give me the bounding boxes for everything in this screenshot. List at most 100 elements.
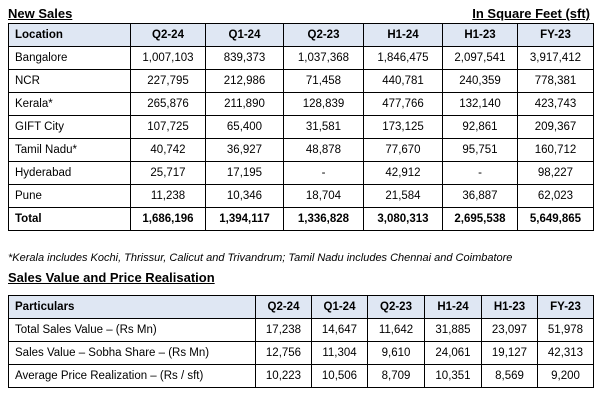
row-label: GIFT City (8, 115, 131, 139)
table-cell: 3,917,412 (517, 46, 594, 70)
table-cell: 173,125 (363, 115, 443, 139)
table-cell: 265,876 (130, 92, 206, 116)
table-cell: 10,506 (311, 364, 368, 388)
table-cell: 211,890 (205, 92, 284, 116)
table-row: Sales Value – Sobha Share – (Rs Mn) 12,75… (8, 341, 594, 365)
table-cell: 17,195 (205, 161, 284, 185)
row-label: Average Price Realization – (Rs / sft) (8, 364, 256, 388)
row-label: Total Sales Value – (Rs Mn) (8, 318, 256, 342)
table-row: Hyderabad 25,717 17,195-42,912-98,227 (8, 161, 594, 185)
table-cell: 92,861 (442, 115, 518, 139)
table-header-row: Particulars Q2-24 Q1-24 Q2-23 H1-24 H1-2… (8, 295, 594, 319)
col-header: Particulars (8, 295, 256, 319)
table-row: Total Sales Value – (Rs Mn) 17,238 14,647 1… (8, 318, 594, 342)
table-cell: 132,140 (442, 92, 518, 116)
table-cell: 12,756 (255, 341, 312, 365)
table-cell: 31,885 (424, 318, 482, 342)
table-cell: 10,346 (205, 184, 284, 208)
table-cell: 17,238 (255, 318, 312, 342)
table-cell: 227,795 (130, 69, 206, 93)
table-cell: 31,581 (283, 115, 364, 139)
table-cell: 98,227 (517, 161, 594, 185)
table-cell: 209,367 (517, 115, 594, 139)
table-header-row: Location Q2-24 Q1-24 Q2-23 H1-24 H1-23 F… (8, 23, 594, 47)
table-cell: 9,610 (367, 341, 425, 365)
table-cell: 240,359 (442, 69, 518, 93)
table-cell: 24,061 (424, 341, 482, 365)
table-cell: 42,313 (537, 341, 594, 365)
table-cell: 160,712 (517, 138, 594, 162)
col-header: Q1-24 (205, 23, 284, 47)
table-cell: 51,978 (537, 318, 594, 342)
table-cell: 9,200 (537, 364, 594, 388)
table-row: Tamil Nadu* 40,742 36,927 48,878 77,670 95,75… (8, 138, 594, 162)
table-cell: 95,751 (442, 138, 518, 162)
table-cell: 10,351 (424, 364, 482, 388)
table-row: Bangalore 1,007,103 839,373 1,037,368 1,846,… (8, 46, 594, 70)
table-cell: 11,642 (367, 318, 425, 342)
unit-note: In Square Feet (sft) (472, 6, 590, 21)
col-header: Q2-23 (367, 295, 425, 319)
table-cell: 1,686,196 (130, 207, 206, 231)
table-cell: 2,097,541 (442, 46, 518, 70)
new-sales-table: Location Q2-24 Q1-24 Q2-23 H1-24 H1-23 F… (8, 23, 594, 231)
sales-value-title: Sales Value and Price Realisation (8, 270, 215, 285)
table-cell: 77,670 (363, 138, 443, 162)
table-cell: 18,704 (283, 184, 364, 208)
row-label: Pune (8, 184, 131, 208)
table-cell: 8,709 (367, 364, 425, 388)
table-cell: 36,887 (442, 184, 518, 208)
table-cell: 839,373 (205, 46, 284, 70)
col-header: FY-23 (537, 295, 594, 319)
table-row: GIFT City 107,725 65,400 31,581 173,125 92,86… (8, 115, 594, 139)
sales-value-table: Particulars Q2-24 Q1-24 Q2-23 H1-24 H1-2… (8, 295, 594, 388)
row-label: Total (8, 207, 131, 231)
col-header: H1-23 (481, 295, 538, 319)
table-cell: 23,097 (481, 318, 538, 342)
row-label: Hyderabad (8, 161, 131, 185)
table-cell: 19,127 (481, 341, 538, 365)
row-label: Tamil Nadu* (8, 138, 131, 162)
table-row: Kerala* 265,876 211,890 128,839 477,766 132,1… (8, 92, 594, 116)
table-cell: 3,080,313 (363, 207, 443, 231)
table-row: Average Price Realization – (Rs / sft) 10… (8, 364, 594, 388)
table-cell: 36,927 (205, 138, 284, 162)
table-cell: 1,007,103 (130, 46, 206, 70)
table-cell: 1,846,475 (363, 46, 443, 70)
sales-value-header: Sales Value and Price Realisation (8, 270, 592, 286)
table-cell: 42,912 (363, 161, 443, 185)
table-cell: 48,878 (283, 138, 364, 162)
table-cell: 8,569 (481, 364, 538, 388)
table-cell: 107,725 (130, 115, 206, 139)
table-cell: 40,742 (130, 138, 206, 162)
row-label: Bangalore (8, 46, 131, 70)
table-cell: 778,381 (517, 69, 594, 93)
table-cell: 65,400 (205, 115, 284, 139)
table-cell: 62,023 (517, 184, 594, 208)
new-sales-header: New Sales In Square Feet (sft) (8, 6, 592, 22)
table-cell: 5,649,865 (517, 207, 594, 231)
table-row: Pune 11,238 10,346 18,704 21,584 36,887 62,023 (8, 184, 594, 208)
table-cell: 440,781 (363, 69, 443, 93)
table-cell: 71,458 (283, 69, 364, 93)
col-header: Q1-24 (311, 295, 368, 319)
col-header: Q2-23 (283, 23, 364, 47)
table-cell: 1,037,368 (283, 46, 364, 70)
table-cell: - (283, 161, 364, 185)
table-cell: 11,304 (311, 341, 368, 365)
table-cell: 1,394,117 (205, 207, 284, 231)
table-cell: 423,743 (517, 92, 594, 116)
col-header: H1-23 (442, 23, 518, 47)
col-header: Q2-24 (130, 23, 206, 47)
table-cell: 212,986 (205, 69, 284, 93)
col-header: FY-23 (517, 23, 594, 47)
footnote: *Kerala includes Kochi, Thrissur, Calicu… (8, 252, 513, 264)
table-cell: 14,647 (311, 318, 368, 342)
table-cell: 1,336,828 (283, 207, 364, 231)
table-cell: 2,695,538 (442, 207, 518, 231)
table-cell: 128,839 (283, 92, 364, 116)
col-header: H1-24 (363, 23, 443, 47)
table-cell: 10,223 (255, 364, 312, 388)
table-row: NCR 227,795 212,986 71,458 440,781 240,359 778… (8, 69, 594, 93)
table-cell: - (442, 161, 518, 185)
